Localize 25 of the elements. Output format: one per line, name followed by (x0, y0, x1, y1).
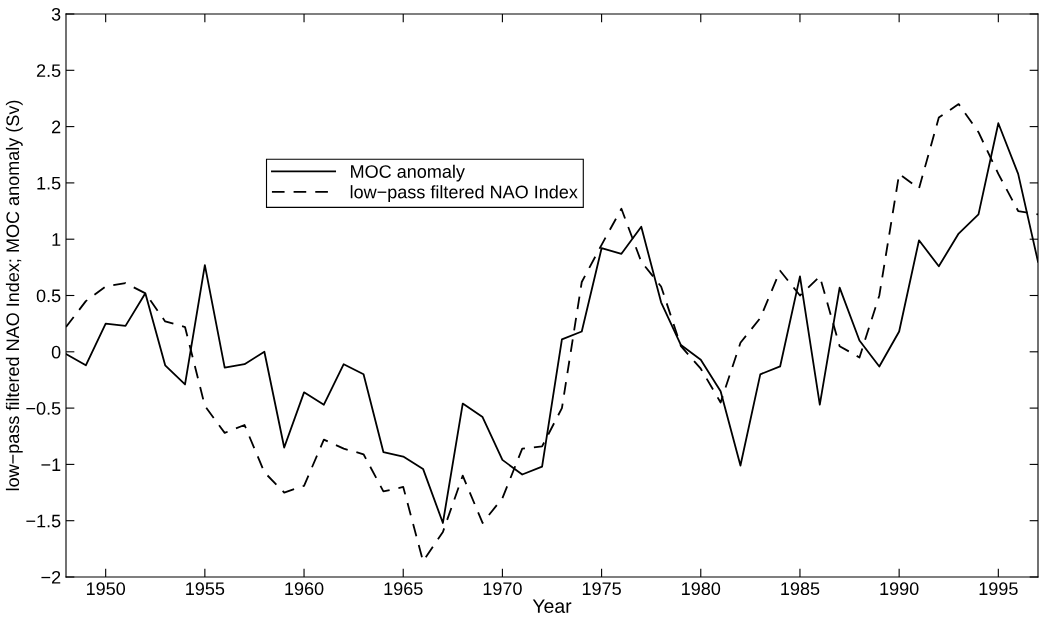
y-tick-label: 1.5 (37, 177, 61, 190)
legend-label: MOC anomaly (351, 164, 465, 182)
y-tick-label: 1 (52, 233, 61, 246)
y-tick-label: 2 (52, 120, 61, 134)
x-tick-label: 1960 (285, 582, 324, 596)
y-tick-label: 2.5 (36, 64, 61, 78)
x-tick-label: 1995 (979, 582, 1018, 596)
y-tick-label: −1.5 (26, 514, 61, 528)
x-tick-label: 1980 (682, 582, 721, 596)
x-tick-label: 1990 (880, 582, 919, 596)
y-tick-label: −2 (41, 570, 61, 584)
x-tick-label: 1985 (781, 582, 820, 596)
x-tick-label: 1955 (186, 582, 225, 596)
x-tick-label: 1965 (384, 582, 423, 596)
y-tick-label: 0.5 (36, 289, 61, 303)
y-tick-label: −1 (41, 458, 61, 471)
x-axis-title: Year (532, 599, 572, 613)
legend-label: low−pass filtered NAO Index (350, 185, 578, 202)
y-tick-label: 0 (51, 345, 61, 359)
y-tick-label: 3 (51, 7, 61, 21)
x-tick-label: 1970 (483, 582, 522, 596)
y-tick-label: −0.5 (26, 402, 61, 415)
x-tick-label: 1975 (582, 582, 621, 596)
x-tick-label: 1950 (86, 582, 126, 596)
y-axis-title: low−pass filtered NAO Index; MOC anomaly (Sv) (5, 100, 23, 491)
